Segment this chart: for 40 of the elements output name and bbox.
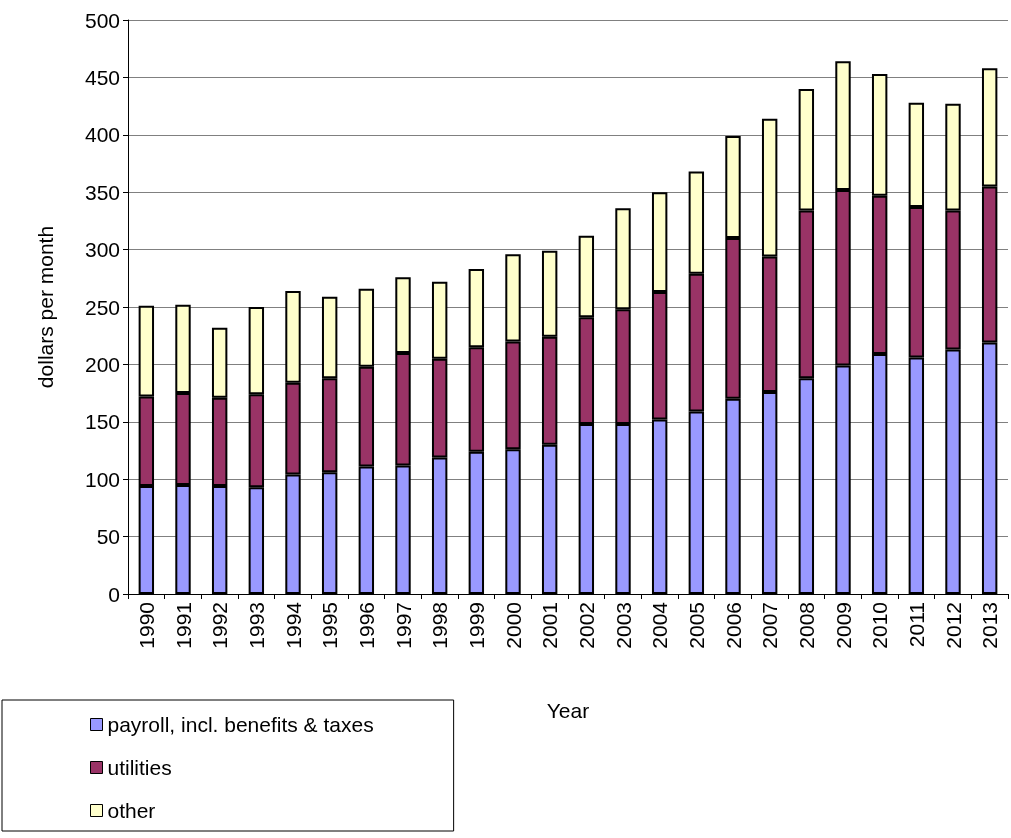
x-tick-label: 1994 [281, 601, 305, 649]
x-tick-label: 1998 [428, 602, 452, 649]
x-tick-label: 1995 [318, 602, 342, 649]
legend-label: other [107, 799, 156, 822]
x-tick-label: 1990 [134, 602, 158, 649]
legend-label: payroll, incl. benefits & taxes [107, 713, 374, 736]
y-axis-title: dollars per month [34, 225, 57, 389]
x-tick-label: 2001 [538, 602, 562, 649]
x-axis-title: Year [546, 699, 590, 722]
x-tick-label: 2002 [574, 602, 598, 649]
y-tick-label: 500 [84, 8, 120, 32]
x-tick-label: 2012 [941, 602, 965, 649]
x-tick-label: 1996 [354, 602, 378, 649]
legend-label: utilities [107, 756, 172, 779]
y-tick-label: 250 [84, 295, 120, 319]
y-tick-label: 200 [84, 352, 120, 376]
x-tick-label: 2008 [794, 602, 818, 649]
y-tick-label: 350 [84, 180, 120, 204]
y-tick-label: 100 [84, 467, 120, 491]
y-tick-label: 50 [96, 525, 120, 549]
y-tick-label: 450 [84, 65, 120, 89]
x-tick-label: 2000 [501, 602, 525, 649]
y-tick-label: 300 [84, 238, 120, 262]
x-tick-label: 2011 [904, 602, 928, 648]
x-tick-label: 1999 [464, 602, 488, 649]
x-tick-label: 2009 [831, 602, 855, 649]
x-tick-label: 2013 [978, 602, 1002, 649]
y-tick-label: 150 [84, 410, 120, 434]
x-tick-label: 2010 [868, 602, 892, 649]
x-tick-label: 2007 [758, 602, 782, 649]
y-tick-label: 0 [108, 582, 120, 606]
x-tick-label: 1991 [171, 602, 195, 649]
x-tick-label: 1997 [391, 602, 415, 649]
x-tick-label: 2003 [611, 602, 635, 649]
x-tick-label: 2005 [684, 602, 708, 649]
x-tick-label: 1992 [208, 602, 232, 649]
x-tick-label: 1993 [244, 602, 268, 649]
y-tick-label: 400 [84, 123, 120, 147]
x-tick-label: 2006 [721, 602, 745, 649]
x-tick-label: 2004 [648, 601, 672, 649]
